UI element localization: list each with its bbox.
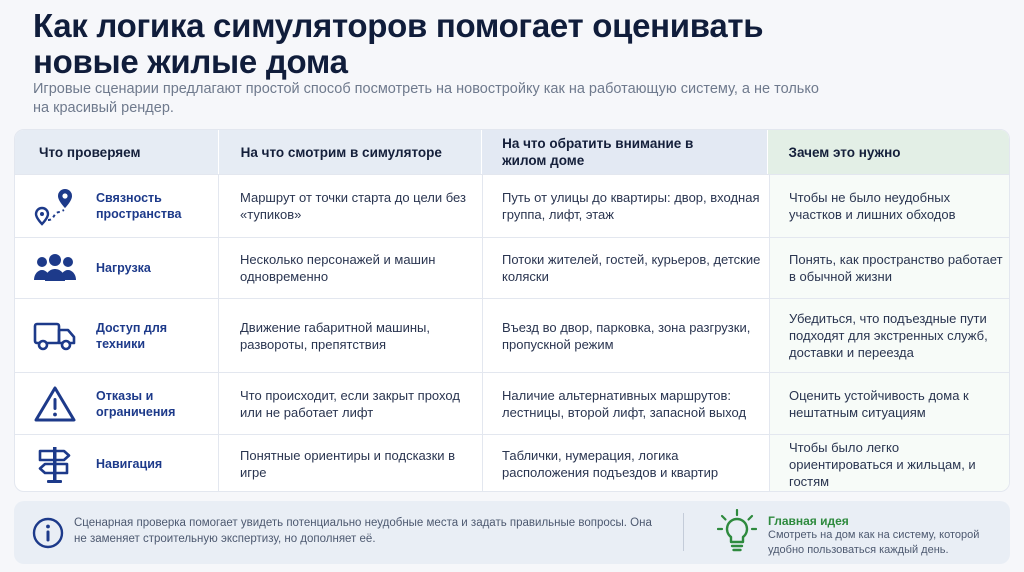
column-divider [769, 174, 770, 491]
column-header-house: На что обратить внимание в жилом доме [481, 130, 768, 174]
truck-icon [33, 314, 77, 358]
map-pin-route-icon [33, 184, 77, 228]
why-cell: Понять, как пространство работает в обыч… [789, 252, 1003, 284]
category-label: Связность пространства [96, 191, 182, 221]
house-cell: Путь от улицы до квартиры: двор, входная… [502, 190, 760, 222]
warning-triangle-icon [33, 382, 77, 426]
signpost-icon [33, 442, 77, 486]
table-header: Что проверяем На что смотрим в симулятор… [15, 130, 1009, 174]
simulator-cell: Понятные ориентиры и подсказки в игре [240, 448, 456, 480]
table-row: Отказы и ограничения Что происходит, есл… [15, 372, 1009, 434]
idea-text: Смотреть на дом как на систему, которой … [768, 529, 980, 556]
why-cell: Убедиться, что подъездные пути подходят … [789, 311, 988, 360]
category-label: Навигация [96, 457, 163, 471]
why-cell: Оценить устойчивость дома к нештатным си… [789, 387, 969, 420]
table-row: Навигация Понятные ориентиры и подсказки… [15, 434, 1009, 491]
column-header-why: Зачем это нужно [767, 130, 1009, 174]
why-column-bg [769, 130, 1009, 491]
why-cell: Чтобы было легко ориентироваться и жильц… [789, 439, 976, 489]
house-cell: Наличие альтернативных маршрутов: лестни… [502, 387, 747, 420]
column-header-simulator: На что смотрим в симуляторе [217, 130, 482, 174]
comparison-table: Что проверяем На что смотрим в симулятор… [14, 129, 1010, 492]
column-divider [482, 174, 483, 491]
house-cell: Потоки жителей, гостей, курьеров, детски… [502, 252, 761, 284]
why-cell: Чтобы не было неудобных участков и лишни… [789, 190, 956, 222]
simulator-cell: Несколько персонажей и машин одновременн… [240, 252, 436, 284]
footer-note: Сценарная проверка помогает увидеть поте… [74, 517, 652, 545]
footer-panel: Сценарная проверка помогает увидеть поте… [14, 501, 1010, 564]
people-group-icon [33, 246, 77, 290]
simulator-cell: Что происходит, если закрыт проход или н… [240, 387, 460, 420]
category-label: Доступ для техники [96, 320, 168, 351]
page-title: Как логика симуляторов помогает оцениват… [33, 7, 764, 80]
table-row: Связность пространства Маршрут от точки … [15, 174, 1009, 237]
footer-divider [683, 513, 684, 551]
idea-title: Главная идея [768, 514, 849, 528]
table-row: Нагрузка Несколько персонажей и машин од… [15, 237, 1009, 298]
simulator-cell: Маршрут от точки старта до цели без «туп… [240, 190, 466, 222]
column-divider [218, 174, 219, 491]
info-icon [32, 517, 64, 554]
column-header-check: Что проверяем [15, 130, 218, 174]
house-cell: Таблички, нумерация, логика расположения… [502, 448, 719, 480]
simulator-cell: Движение габаритной машины, развороты, п… [240, 319, 430, 352]
page-subtitle: Игровые сценарии предлагают простой спос… [33, 81, 819, 116]
category-label: Нагрузка [96, 261, 151, 275]
category-label: Отказы и ограничения [96, 388, 176, 419]
lightbulb-icon [716, 508, 758, 560]
table-row: Доступ для техники Движение габаритной м… [15, 298, 1009, 372]
house-cell: Въезд во двор, парковка, зона разгрузки,… [502, 319, 751, 352]
